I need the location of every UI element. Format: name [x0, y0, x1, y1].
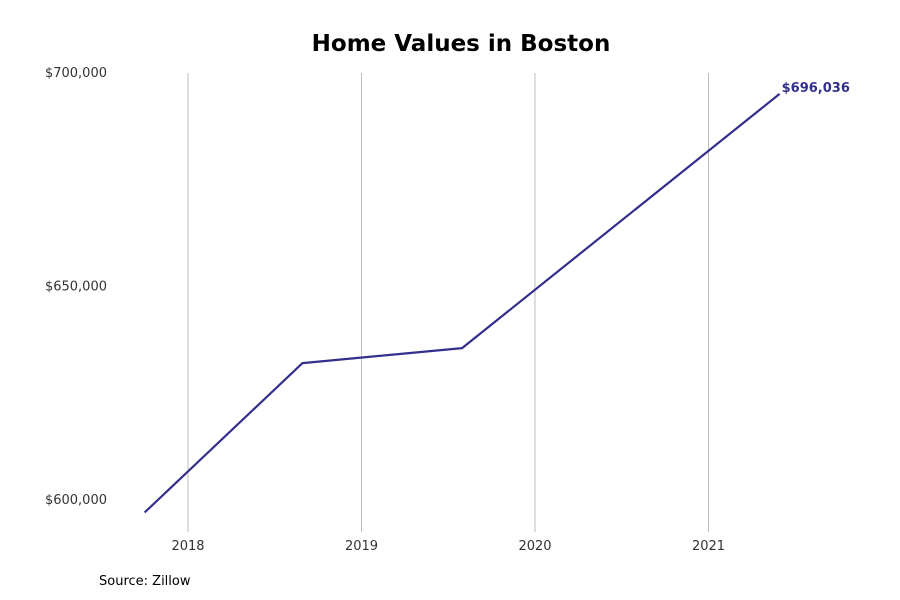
series-line — [143, 93, 781, 514]
x-tick-label: 2021 — [692, 539, 725, 554]
y-tick-label: $700,000 — [45, 66, 107, 81]
series-group: $696,036 — [143, 81, 850, 514]
y-tick-label: $650,000 — [45, 280, 107, 295]
x-tick-label: 2019 — [345, 539, 378, 554]
end-value-label: $696,036 — [782, 81, 850, 96]
grid-lines — [187, 73, 709, 532]
x-axis: 2018 2019 2020 2021 — [171, 539, 725, 554]
source-note: Source: Zillow — [99, 574, 191, 589]
x-tick-label: 2020 — [518, 539, 551, 554]
x-tick-label: 2018 — [171, 539, 204, 554]
chart-title: Home Values in Boston — [312, 31, 611, 57]
y-axis: $600,000 $650,000 $700,000 — [45, 66, 107, 508]
y-tick-label: $600,000 — [45, 493, 107, 508]
